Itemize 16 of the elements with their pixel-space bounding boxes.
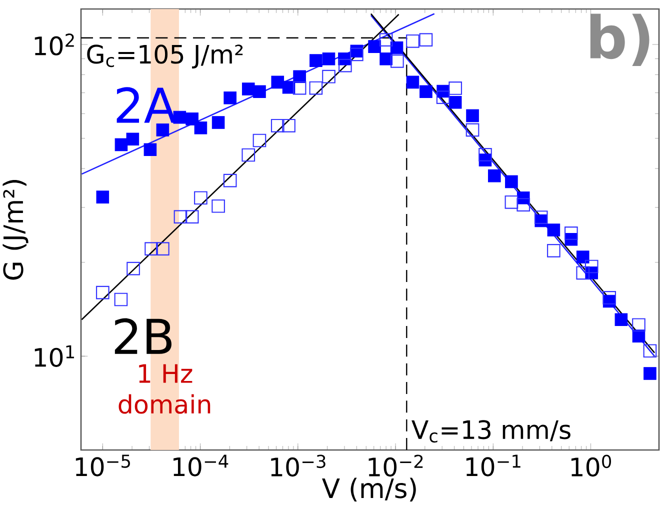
y-tick-label: 10$^{1}$ xyxy=(34,345,74,367)
x-tick-label: 10$^{−1}$ xyxy=(466,454,520,476)
y-axis-title: G (J/m²) xyxy=(2,180,28,280)
x-tick-label: 10$^{−5}$ xyxy=(76,454,130,476)
x-axis-title: V (m/s) xyxy=(322,478,416,502)
series-label: 2B xyxy=(114,318,172,354)
x-tick-label: 10$^{0}$ xyxy=(571,454,612,477)
band-label: 1 Hz domain xyxy=(118,364,210,414)
ref-line-label: G$_{c}$=105 J/m² xyxy=(87,44,243,69)
chart-title: b) xyxy=(590,14,650,66)
x-tick-label: 10$^{−2}$ xyxy=(368,454,423,477)
x-tick-label: 10$^{−3}$ xyxy=(271,454,326,477)
x-tick-label: 10$^{−4}$ xyxy=(174,454,228,476)
y-tick-label: 10$^{2}$ xyxy=(34,34,74,56)
series-label: 2A xyxy=(116,87,176,123)
ref-line-label: V$_{c}$=13 mm/s xyxy=(412,420,570,443)
